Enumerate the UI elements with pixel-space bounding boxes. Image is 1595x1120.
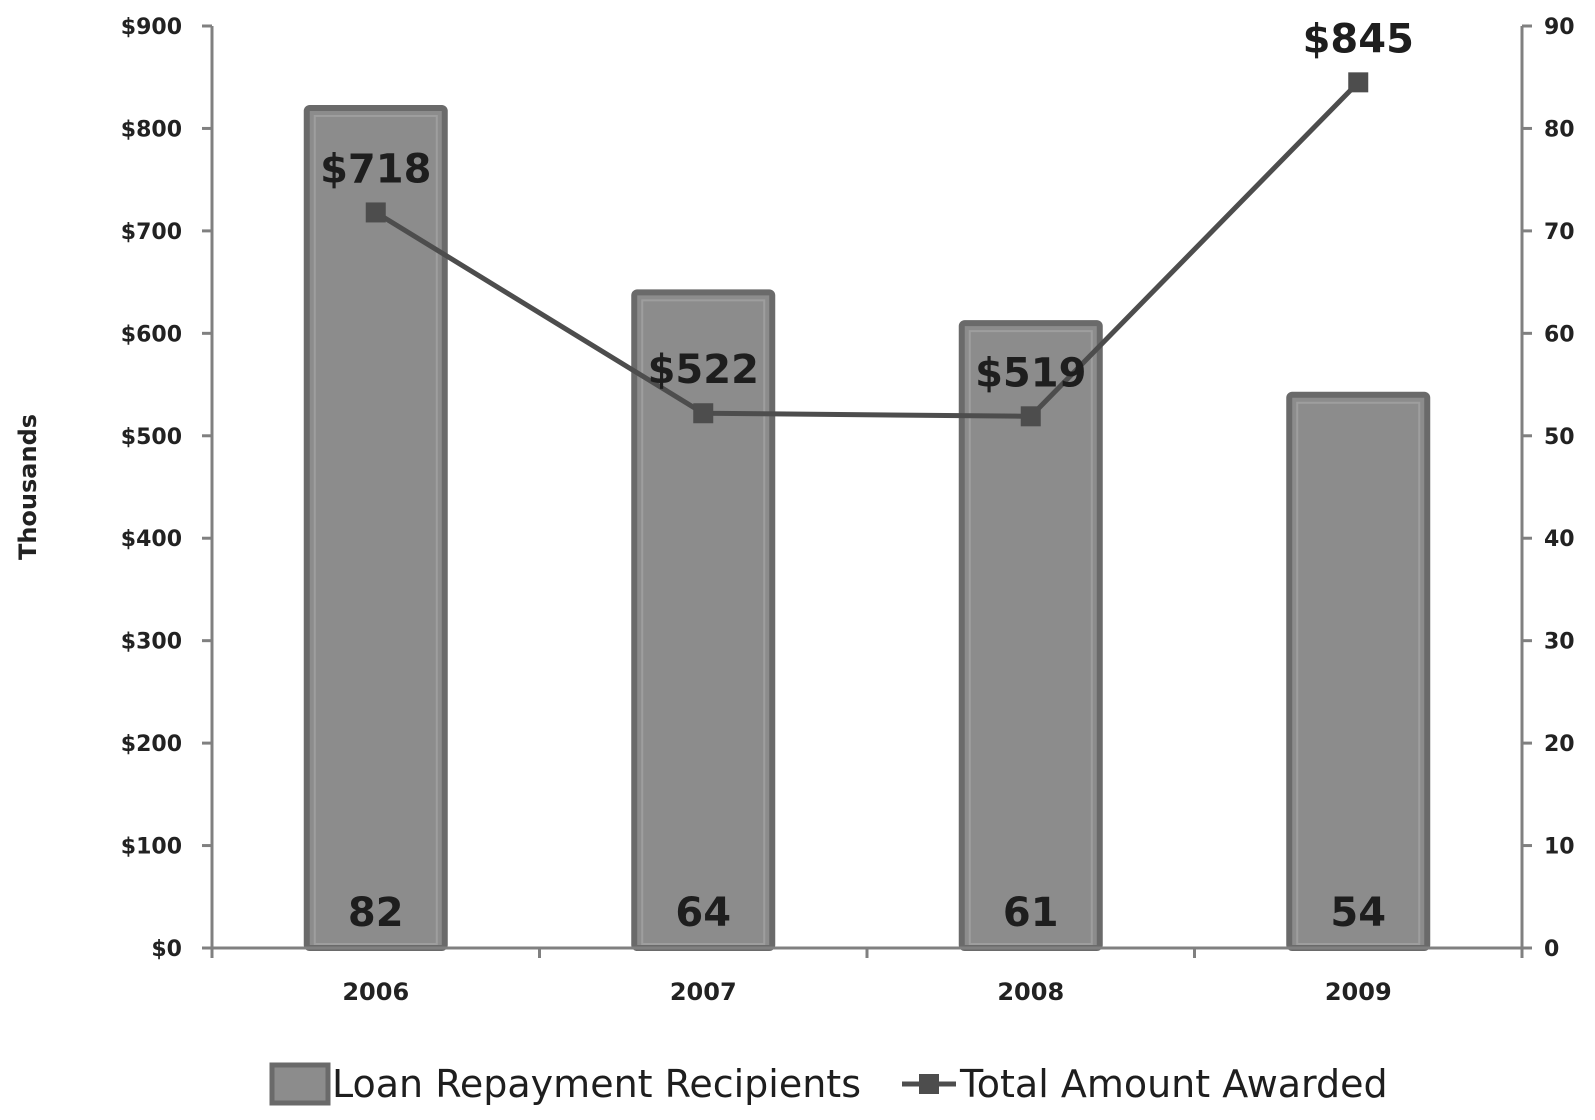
legend: Loan Repayment Recipients Total Amount Aw… [269, 1062, 1388, 1106]
y-tick-label-left: $100 [121, 835, 182, 860]
y-tick-label-right: 20 [1544, 732, 1575, 757]
bar-data-label-2007: 64 [675, 890, 731, 936]
bars-layer [303, 104, 1431, 952]
line-data-label-2009: $845 [1303, 16, 1414, 62]
x-tick-label: 2006 [342, 978, 409, 1006]
line-marker-2009 [1348, 72, 1369, 93]
line-layer [365, 72, 1369, 427]
x-tick-label: 2009 [1325, 978, 1392, 1006]
y-tick-label-left: $900 [121, 15, 182, 40]
y-tick-label-right: 80 [1544, 117, 1575, 142]
bar-2006 [303, 104, 448, 951]
y-tick-label-left: $600 [121, 322, 182, 347]
y-tick-label-left: $0 [151, 937, 182, 962]
y-tick-label-left: $500 [121, 425, 182, 450]
labels-layer: $718 $522 $519 $845 82 64 61 54 [320, 16, 1414, 936]
x-tick-label: 2007 [670, 978, 737, 1006]
bar-data-label-2006: 82 [348, 890, 404, 936]
bar-data-label-2009: 54 [1330, 890, 1386, 936]
y-tick-label-right: 10 [1544, 835, 1575, 860]
bar-data-label-2008: 61 [1003, 890, 1059, 936]
y-tick-label-right: 30 [1544, 630, 1575, 655]
legend-label-bar: Loan Repayment Recipients [332, 1062, 861, 1106]
axes-layer: $0 $100 $200 $300 $400 $500 $600 $700 $800 $900 0 1… [14, 15, 1575, 1006]
legend-label-line: Total Amount Awarded [959, 1062, 1388, 1106]
bar-inner-edge-2009 [1296, 401, 1421, 945]
y-tick-label-right: 70 [1544, 220, 1575, 245]
line-marker-2007 [693, 403, 714, 424]
y-tick-label-right: 60 [1544, 322, 1575, 347]
y-tick-label-left: $700 [121, 220, 182, 245]
y-axis-title: Thousands [14, 414, 42, 560]
y-tick-label-left: $800 [121, 117, 182, 142]
y-tick-label-right: 90 [1544, 15, 1575, 40]
bar-inner-edge-2008 [968, 330, 1093, 946]
bar-inner-edge-2006 [313, 114, 438, 945]
line-total-amount-awarded [374, 80, 1361, 419]
y-tick-label-right: 40 [1544, 527, 1575, 552]
line-marker-2008 [1020, 406, 1041, 427]
legend-swatch-marker [919, 1074, 939, 1094]
x-tick-label: 2008 [997, 978, 1064, 1006]
y-tick-label-left: $200 [121, 732, 182, 757]
bar-2009 [1286, 391, 1431, 951]
legend-swatch-bar [269, 1062, 331, 1106]
line-marker-2006 [365, 202, 386, 223]
y-tick-label-left: $300 [121, 630, 182, 655]
line-data-label-2006: $718 [320, 146, 431, 192]
line-data-label-2008: $519 [975, 350, 1086, 396]
y-tick-label-right: 50 [1544, 425, 1575, 450]
bar-inner-edge-2007 [641, 299, 766, 946]
line-data-label-2007: $522 [648, 347, 759, 393]
y-tick-label-left: $400 [121, 527, 182, 552]
y-tick-label-right: 0 [1544, 937, 1559, 962]
